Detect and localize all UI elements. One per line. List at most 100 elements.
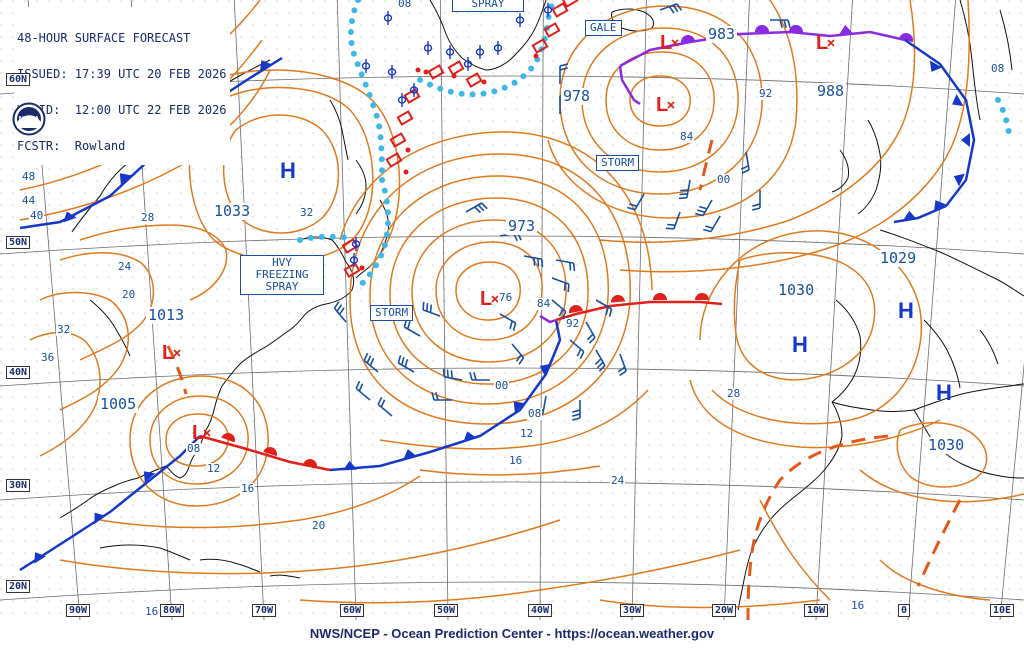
wind-barb-shaft — [551, 299, 567, 313]
occluded-front-central — [539, 314, 557, 324]
wind-barb-feather — [779, 19, 783, 28]
wind-barb-feather — [469, 372, 473, 381]
wind-barb-shaft — [569, 339, 585, 353]
low-center: L — [480, 288, 499, 310]
low-center-marker — [827, 39, 835, 47]
chart-header: 48-HOUR SURFACE FORECAST ISSUED: 17:39 U… — [14, 7, 230, 165]
wind-barb-feather — [407, 321, 411, 330]
isobars — [19, 0, 1024, 609]
wind-barb-shaft — [363, 359, 379, 373]
wind-barb-feather — [567, 284, 570, 293]
wind-barb-shaft — [659, 3, 678, 11]
cold-front-pip — [933, 200, 947, 212]
wind-barb-feather — [446, 369, 449, 378]
wind-barb-shaft — [686, 179, 691, 198]
wind-barb-feather — [559, 63, 568, 67]
wind-barb-shaft — [444, 376, 463, 381]
ice-edge-dot — [423, 69, 429, 75]
ice-edge-dot — [415, 67, 421, 73]
isobar-label: 00 — [494, 379, 510, 392]
ice-edge-segment — [531, 38, 549, 54]
isobar-line — [59, 519, 561, 575]
wind-barb-feather — [401, 357, 405, 366]
isobar-label: 00 — [716, 173, 732, 186]
isobar-line — [599, 599, 821, 609]
wind-barb-feather — [605, 306, 609, 315]
isobar-line — [149, 395, 249, 485]
wind-barb-feather — [569, 262, 572, 271]
wind-barb-feather — [435, 392, 439, 401]
cold-front-pip — [94, 512, 106, 525]
isobar-label: 16 — [240, 482, 256, 495]
isobar-line — [629, 75, 691, 127]
ice-edge-segment — [396, 110, 414, 126]
phi-symbols — [349, 3, 553, 267]
wind-barb-shaft — [523, 255, 542, 260]
isobar-label: 44 — [21, 194, 37, 207]
isobar-label: 32 — [56, 323, 72, 336]
cold-front-pip — [403, 449, 417, 460]
wind-barb-feather — [363, 352, 369, 361]
isobar-line — [896, 422, 988, 488]
isobar-label: 24 — [610, 474, 626, 487]
wind-barb-feather — [509, 320, 513, 329]
wind-barb-shaft — [398, 362, 415, 373]
isobar-label: 20 — [121, 288, 137, 301]
warm-front-pip — [611, 294, 625, 303]
occluded-front-pip — [839, 24, 853, 35]
wind-barb-shaft — [595, 349, 606, 366]
ice-edge-dot — [481, 79, 487, 85]
warm-front-pip — [653, 293, 667, 300]
trough-southeast — [916, 499, 962, 587]
wind-barb-shaft — [404, 326, 421, 337]
isobar-line — [222, 114, 340, 234]
isobar-line — [859, 469, 1024, 503]
low-symbol: L — [656, 94, 668, 116]
wind-barb-shaft — [355, 387, 371, 401]
wind-barb-feather — [586, 333, 594, 341]
wind-barb-feather — [422, 301, 425, 310]
isobar-line — [99, 475, 421, 529]
pressure-1029: 1029 — [878, 249, 919, 267]
isobar-line — [689, 379, 941, 449]
longitude-label-10e: 10E — [990, 604, 1015, 617]
wind-barb-feather — [752, 207, 761, 211]
wind-barb-feather — [369, 357, 375, 366]
isobar-label: 12 — [519, 427, 535, 440]
wind-barb-feather — [518, 357, 525, 365]
isobar-line — [179, 69, 401, 267]
wind-barb-feather — [572, 263, 576, 272]
spray-box: SPRAY — [452, 0, 524, 12]
header-forecaster: FCSTR: Rowland — [17, 139, 126, 153]
wind-barb-feather — [679, 193, 688, 196]
wind-barb-shaft — [377, 403, 393, 417]
cold-front-pip — [63, 211, 77, 223]
isobar-label: 08 — [186, 442, 202, 455]
isobar-line — [699, 230, 922, 425]
low-symbol: L — [480, 288, 492, 310]
cold-front-pip — [343, 460, 357, 471]
pressure-983: 983 — [706, 25, 738, 43]
wind-barb-feather — [667, 223, 676, 226]
wind-barb-shaft — [511, 343, 525, 359]
wind-barb-shaft — [551, 277, 570, 285]
wind-barb-shaft — [673, 211, 681, 230]
ice-edge-segment — [427, 64, 445, 80]
low-centers: L L L L L L — [162, 32, 835, 444]
pressure-978: 978 — [561, 87, 593, 105]
low-center: L — [192, 422, 211, 444]
ice-edge-segment — [389, 132, 407, 148]
wind-barb-feather — [355, 380, 361, 389]
low-symbol: L — [162, 342, 174, 364]
hvy-freezing-spray-line3: SPRAY — [265, 280, 299, 293]
longitude-label-40w: 40W — [528, 604, 553, 617]
isobar-label: 16 — [850, 599, 866, 612]
freezing-spray-areas — [297, 0, 1013, 293]
occluded-front-pip — [899, 33, 913, 43]
wind-barb-feather — [598, 365, 606, 372]
wind-barb-feather — [579, 351, 585, 360]
gale-box: GALE — [585, 20, 622, 36]
header-title: 48-HOUR SURFACE FORECAST — [17, 31, 191, 45]
wind-barb-feather — [619, 370, 627, 377]
longitude-line — [233, 0, 265, 621]
